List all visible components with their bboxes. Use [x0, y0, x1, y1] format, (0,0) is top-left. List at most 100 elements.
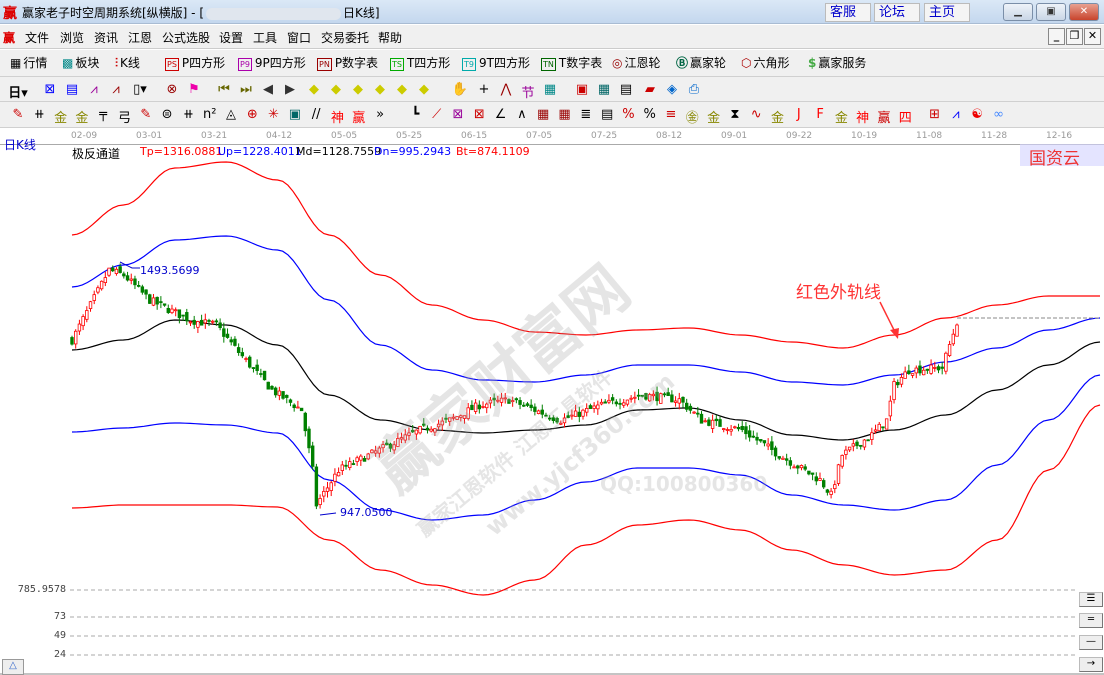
drawing-tool-39-icon[interactable]: 神 — [856, 111, 870, 126]
drawing-tool-16-icon[interactable]: 赢 — [352, 111, 366, 126]
menu-help[interactable]: 帮助 — [378, 31, 403, 45]
menu-trade[interactable]: 交易委托 — [321, 31, 370, 45]
drawing-tool-13-icon[interactable]: ▣ — [288, 107, 302, 122]
zoom-out-icon[interactable]: ◆ — [353, 82, 363, 97]
drawing-tool-43-icon[interactable]: ⩘ — [952, 107, 960, 122]
drawing-tool-28-icon[interactable]: % — [622, 107, 635, 122]
toolbar-t9-button[interactable]: T9 9T四方形 — [462, 54, 530, 71]
homepage-link[interactable]: 主页 — [924, 3, 970, 22]
minimize-button[interactable]: ▁ — [1003, 3, 1033, 21]
drawing-tool-44-icon[interactable]: ☯ — [971, 107, 984, 122]
toolbar-ps-button[interactable]: PS P四方形 — [165, 54, 225, 71]
flag-icon[interactable]: ⚑ — [188, 82, 200, 97]
report-icon[interactable]: ▤ — [619, 82, 633, 97]
toolbar-pn-button[interactable]: PN P数字表 — [317, 54, 378, 71]
drawing-tool-4-icon[interactable]: ╤ — [99, 107, 108, 122]
drawing-tool-14-icon[interactable]: // — [311, 107, 321, 122]
drawing-tool-11-icon[interactable]: ⊕ — [246, 107, 258, 122]
mdi-minimize-button[interactable]: _ — [1048, 28, 1065, 45]
calculator-icon[interactable]: ▦ — [597, 82, 611, 97]
menu-news[interactable]: 资讯 — [94, 31, 119, 45]
drawing-tool-1-icon[interactable]: ⧺ — [33, 107, 45, 122]
toolbar-ts-button[interactable]: TS T四方形 — [390, 54, 450, 71]
drawing-tool-12-icon[interactable]: ✳ — [268, 107, 280, 122]
toolbar-tn-button[interactable]: TN T数字表 — [541, 54, 602, 71]
menu-settings[interactable]: 设置 — [219, 31, 244, 45]
section-icon[interactable]: 节 — [521, 86, 535, 101]
mdi-close-button[interactable]: ✕ — [1084, 28, 1101, 45]
crosshair-icon[interactable]: + — [478, 82, 490, 97]
save-icon[interactable]: ▰ — [645, 82, 655, 97]
maximize-button[interactable]: ▣ — [1036, 3, 1066, 21]
drawing-tool-23-icon[interactable]: ∧ — [517, 107, 527, 122]
move-left-icon[interactable]: ◆ — [309, 82, 319, 97]
drawing-tool-19-icon[interactable]: ⟋ — [432, 107, 442, 122]
drawing-tool-18-icon[interactable]: ┗ — [411, 107, 420, 122]
period-dropdown[interactable]: 日▾ — [8, 86, 28, 101]
drawing-tool-25-icon[interactable]: ▦ — [558, 107, 571, 122]
drawing-tool-42-icon[interactable]: ⊞ — [929, 107, 941, 122]
drawing-tool-27-icon[interactable]: ▤ — [600, 107, 614, 122]
drawing-tool-29-icon[interactable]: % — [643, 107, 656, 122]
drawing-tool-30-icon[interactable]: ≡ — [665, 107, 677, 122]
drawing-tool-38-icon[interactable]: 金 — [834, 111, 848, 126]
drawing-tool-17-icon[interactable]: » — [376, 107, 385, 122]
gann-fan-icon[interactable]: ⊗ — [166, 82, 178, 97]
drawing-tool-8-icon[interactable]: ⧺ — [182, 107, 194, 122]
drawing-tool-26-icon[interactable]: ≣ — [580, 107, 592, 122]
menu-formula[interactable]: 公式选股 — [162, 31, 211, 45]
expand-icon[interactable]: ◆ — [397, 82, 407, 97]
scroll-left-icon[interactable]: ◀ — [263, 82, 273, 97]
drawing-tool-22-icon[interactable]: ∠ — [494, 107, 507, 122]
last-bar-icon[interactable]: ⏭ — [240, 82, 252, 97]
scroll-right-icon[interactable]: ▶ — [285, 82, 295, 97]
drawing-tool-0-icon[interactable]: ✎ — [12, 107, 24, 122]
drawing-tool-20-icon[interactable]: ⊠ — [452, 107, 464, 122]
forum-link[interactable]: 论坛 — [874, 3, 920, 22]
drawing-tool-2-icon[interactable]: 金 — [54, 111, 68, 126]
drawing-tool-15-icon[interactable]: 神 — [330, 111, 344, 126]
layout-1-button[interactable]: — — [1079, 635, 1103, 650]
customer-service-link[interactable]: 客服 — [825, 3, 871, 22]
arrow-button[interactable]: → — [1079, 657, 1103, 672]
layout-3-button[interactable]: ☰ — [1079, 592, 1103, 607]
drawing-tool-7-icon[interactable]: ⊜ — [161, 107, 173, 122]
drawing-tool-40-icon[interactable]: 赢 — [877, 111, 891, 126]
drawing-tool-35-icon[interactable]: 金 — [770, 111, 784, 126]
pattern-icon[interactable]: ▦ — [543, 82, 557, 97]
toolbar-target-button[interactable]: ◎ 江恩轮 — [612, 54, 661, 71]
drawing-tool-10-icon[interactable]: ◬ — [226, 107, 236, 122]
drawing-tool-33-icon[interactable]: ⧗ — [730, 107, 740, 122]
menu-window[interactable]: 窗口 — [287, 31, 312, 45]
candle-type-dropdown[interactable]: ▯▾ — [133, 82, 147, 97]
drawing-tool-32-icon[interactable]: 金 — [707, 111, 721, 126]
calendar-icon[interactable]: ▣ — [575, 82, 589, 97]
toolbar-big-wheel-button[interactable]: Ⓑ 赢家轮 — [676, 54, 726, 71]
triangle-button[interactable]: △ — [2, 659, 24, 675]
toolbar-hexagon-button[interactable]: ⬡ 六角形 — [741, 54, 790, 71]
drawing-tool-6-icon[interactable]: ✎ — [140, 107, 152, 122]
print-icon[interactable]: ⎙ — [688, 82, 700, 97]
drawing-tool-9-icon[interactable]: n² — [202, 107, 217, 122]
toolbar-dollar-button[interactable]: $ 赢家服务 — [808, 54, 866, 71]
menu-tools[interactable]: 工具 — [253, 31, 278, 45]
app-menu-icon[interactable]: 赢 — [3, 31, 16, 45]
wave3-icon[interactable]: ⩘ — [90, 82, 98, 97]
wave9-icon[interactable]: ⩘ — [112, 82, 120, 97]
drawing-tool-3-icon[interactable]: 金 — [75, 111, 89, 126]
drawing-tool-45-icon[interactable]: ∞ — [993, 107, 1004, 122]
mdi-restore-button[interactable]: ❐ — [1066, 28, 1083, 45]
first-bar-icon[interactable]: ⏮ — [218, 82, 230, 97]
toolbar-p9-button[interactable]: P9 9P四方形 — [238, 54, 306, 71]
menu-browse[interactable]: 浏览 — [60, 31, 85, 45]
drawing-tool-31-icon[interactable]: ㊎ — [685, 111, 699, 126]
shrink-icon[interactable]: ◆ — [419, 82, 429, 97]
menu-file[interactable]: 文件 — [25, 31, 50, 45]
menu-gann[interactable]: 江恩 — [128, 31, 153, 45]
drawing-tool-37-icon[interactable]: F — [816, 107, 824, 122]
hand-icon[interactable]: ✋ — [451, 82, 469, 97]
toolbar-candles-button[interactable]: ⫶ K线 — [115, 54, 140, 71]
drawing-tool-41-icon[interactable]: 四 — [898, 111, 912, 126]
line-tool-icon[interactable]: ⋀ — [500, 82, 512, 97]
